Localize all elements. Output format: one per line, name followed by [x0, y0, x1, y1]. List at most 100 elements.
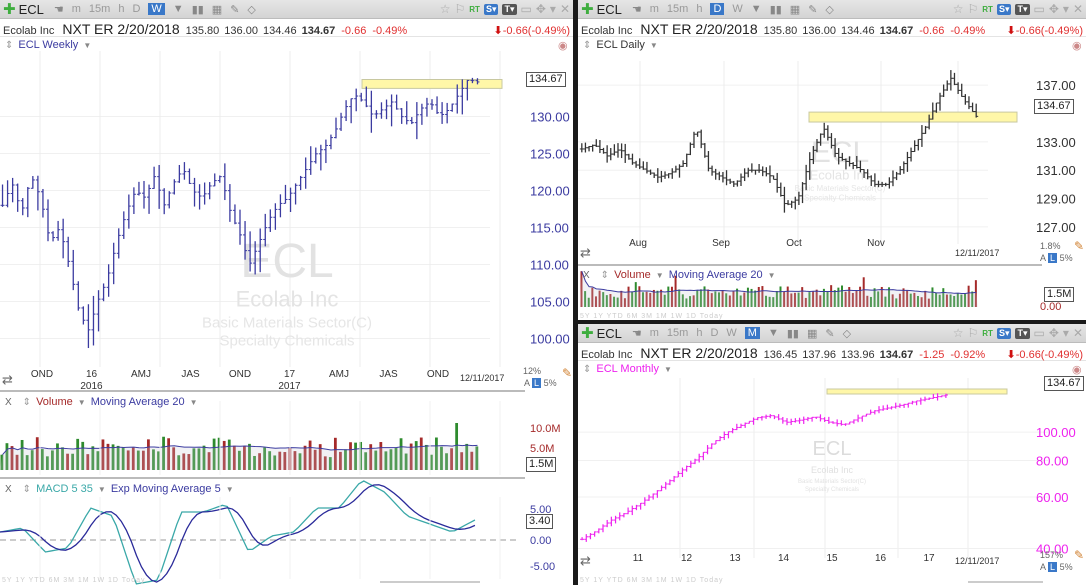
chevron-down-icon[interactable]: ▼: [83, 40, 92, 50]
indicators-icon[interactable]: ▦: [211, 3, 223, 16]
move-icon[interactable]: ✥: [1048, 326, 1059, 340]
log-scale-button[interactable]: L: [1048, 253, 1058, 263]
macd-ema-label[interactable]: Exp Moving Average 5: [110, 483, 221, 495]
tf-week[interactable]: W: [726, 327, 737, 339]
pane-divider[interactable]: [0, 390, 525, 392]
chevron-down-icon[interactable]: ▼: [189, 397, 198, 407]
tag-icon[interactable]: ◇: [842, 327, 852, 340]
s-menu-button[interactable]: S▾: [996, 327, 1012, 339]
tf-minute[interactable]: m: [649, 3, 659, 15]
bar-style-icon[interactable]: ▮▮: [191, 3, 204, 16]
scale-mode[interactable]: A: [1040, 253, 1046, 263]
reorder-icon[interactable]: ⇕: [22, 396, 32, 408]
pane-divider[interactable]: [578, 264, 1042, 266]
monthly-chart-canvas[interactable]: ECL Ecolab Inc Basic Materials Sector(C) Sp…: [578, 363, 1086, 585]
star-icon[interactable]: ☆: [439, 2, 451, 16]
tf-15m[interactable]: 15m: [666, 327, 689, 339]
close-icon[interactable]: ✕: [1072, 2, 1083, 16]
save-icon[interactable]: ▭: [1033, 326, 1045, 340]
color-wheel-icon[interactable]: ◉: [1072, 40, 1082, 52]
bar-style-icon[interactable]: ▮▮: [786, 327, 799, 340]
tf-day[interactable]: D: [710, 3, 725, 15]
rt-icon[interactable]: RT: [982, 4, 993, 14]
close-icon[interactable]: ✕: [1072, 326, 1083, 340]
close-indicator-icon[interactable]: X: [5, 483, 12, 495]
chevron-down-icon[interactable]: ▼: [655, 270, 664, 280]
tf-minute[interactable]: m: [71, 3, 81, 15]
rt-icon[interactable]: RT: [982, 328, 993, 338]
chart-title[interactable]: ECL Weekly: [18, 39, 79, 51]
volume-label[interactable]: Volume: [614, 269, 651, 281]
color-wheel-icon[interactable]: ◉: [1072, 364, 1082, 376]
tf-week[interactable]: W: [148, 3, 165, 15]
timeframe-dropdown-icon[interactable]: ▼: [767, 327, 779, 339]
log-scale-button[interactable]: L: [1048, 562, 1058, 572]
move-icon[interactable]: ✥: [1048, 2, 1059, 16]
horizontal-scrollbar[interactable]: [968, 581, 1043, 583]
tf-month[interactable]: M: [744, 327, 760, 339]
reorder-icon[interactable]: ⇕: [22, 483, 32, 495]
tag-icon[interactable]: ◇: [247, 3, 256, 16]
pane-divider[interactable]: [0, 477, 525, 479]
volume-ma-label[interactable]: Moving Average 20: [668, 269, 763, 281]
draw-icon[interactable]: ✎: [230, 3, 240, 16]
flag-icon[interactable]: ⚐: [967, 326, 979, 340]
pencil-icon[interactable]: ✎: [1074, 548, 1085, 562]
chevron-down-icon[interactable]: ▼: [767, 270, 776, 280]
scale-mode[interactable]: A: [524, 378, 530, 388]
s-menu-button[interactable]: S▾: [483, 3, 499, 15]
tf-minute[interactable]: m: [649, 327, 659, 339]
tf-day[interactable]: D: [710, 327, 719, 339]
hand-icon[interactable]: ☚: [631, 327, 642, 340]
chevron-down-icon[interactable]: ▼: [663, 364, 672, 374]
dropdown-icon[interactable]: ▾: [549, 2, 556, 16]
period-selector[interactable]: 5Y 1Y YTD 6M 3M 1M 1W 1D Today: [2, 577, 146, 584]
chart-title[interactable]: ECL Monthly: [596, 363, 659, 375]
draw-icon[interactable]: ✎: [825, 327, 835, 340]
close-indicator-icon[interactable]: X: [583, 269, 590, 281]
bar-style-icon[interactable]: ▮▮: [769, 3, 782, 16]
tf-15m[interactable]: 15m: [88, 3, 111, 15]
horizontal-scrollbar[interactable]: [380, 581, 480, 583]
period-selector[interactable]: 5Y 1Y YTD 6M 3M 1M 1W 1D Today: [580, 313, 724, 320]
log-scale-button[interactable]: L: [532, 378, 542, 388]
flag-icon[interactable]: ⚐: [454, 2, 466, 16]
add-icon[interactable]: ✚: [581, 324, 594, 342]
dropdown-icon[interactable]: ▾: [1062, 2, 1069, 16]
s-menu-button[interactable]: S▾: [996, 3, 1012, 15]
scale-mode[interactable]: A: [1040, 562, 1046, 572]
tag-icon[interactable]: ◇: [825, 3, 834, 16]
move-icon[interactable]: ✥: [535, 2, 546, 16]
chevron-down-icon[interactable]: ▼: [77, 397, 86, 407]
close-indicator-icon[interactable]: X: [5, 396, 12, 408]
t-menu-button[interactable]: T▾: [1015, 3, 1030, 15]
scale-5pct[interactable]: 5%: [1059, 253, 1073, 263]
macd-label[interactable]: MACD 5 35: [36, 483, 93, 495]
flag-icon[interactable]: ⚐: [967, 2, 979, 16]
save-icon[interactable]: ▭: [1033, 2, 1045, 16]
reorder-icon[interactable]: ⇕: [600, 269, 610, 281]
indicators-icon[interactable]: ▦: [806, 327, 818, 340]
pencil-icon[interactable]: ✎: [1074, 239, 1085, 253]
symbol-label[interactable]: ECL: [596, 1, 622, 17]
star-icon[interactable]: ☆: [952, 326, 964, 340]
volume-ma-label[interactable]: Moving Average 20: [90, 396, 185, 408]
add-icon[interactable]: ✚: [581, 0, 594, 18]
scale-5pct[interactable]: 5%: [543, 378, 557, 388]
tf-hour[interactable]: h: [696, 327, 703, 339]
close-icon[interactable]: ✕: [559, 2, 570, 16]
hand-icon[interactable]: ☚: [53, 3, 64, 16]
tf-15m[interactable]: 15m: [666, 3, 689, 15]
rt-icon[interactable]: RT: [469, 4, 480, 14]
color-wheel-icon[interactable]: ◉: [558, 40, 568, 52]
tf-hour[interactable]: h: [118, 3, 125, 15]
timeframe-dropdown-icon[interactable]: ▼: [750, 3, 762, 15]
scale-5pct[interactable]: 5%: [1059, 562, 1073, 572]
save-icon[interactable]: ▭: [520, 2, 532, 16]
tf-day[interactable]: D: [132, 3, 141, 15]
star-icon[interactable]: ☆: [952, 2, 964, 16]
reorder-icon[interactable]: ⇕: [5, 39, 14, 51]
chevron-down-icon[interactable]: ▼: [225, 484, 234, 494]
t-menu-button[interactable]: T▾: [1015, 327, 1030, 339]
